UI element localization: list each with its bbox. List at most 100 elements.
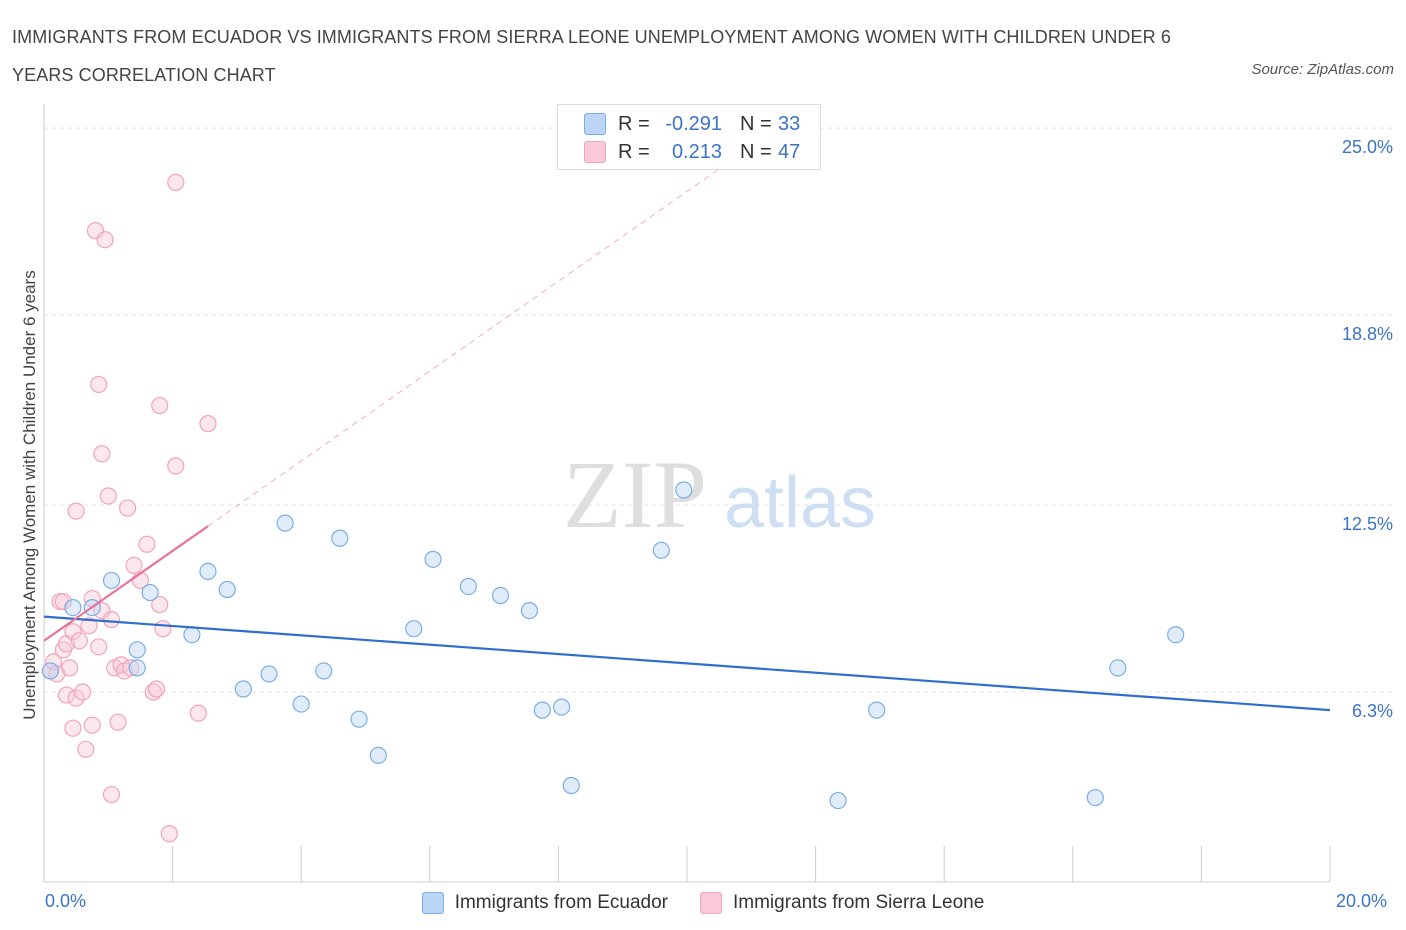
sierra-leone-point [67, 502, 85, 520]
ecuador-point [533, 701, 551, 719]
y-tick-label: 18.8% [1342, 324, 1393, 344]
ecuador-legend-swatch [421, 892, 444, 914]
ecuador-point [675, 481, 693, 499]
sierra-leone-point [147, 680, 166, 698]
sierra-leone-point [154, 620, 172, 638]
sierra-leone-point [138, 535, 156, 553]
legend-label-sierra-leone: Immigrants from Sierra Leone [732, 892, 985, 913]
sierra-leone-point [102, 785, 121, 804]
ecuador-point [128, 641, 146, 659]
y-tick-label: 6.3% [1352, 701, 1393, 721]
sierra-leone-point [189, 704, 207, 722]
r-label: R = [618, 140, 650, 163]
ecuador-point [520, 602, 539, 620]
x-tick-label-max: 20.0% [1336, 891, 1388, 911]
x-tick-label-min: 0.0% [45, 891, 87, 911]
ecuador-point [491, 586, 510, 605]
r-value: 0.213 [671, 140, 722, 163]
sierra-leone-point [151, 396, 169, 415]
ecuador-point [315, 662, 333, 680]
ecuador-point [292, 695, 310, 713]
sierra-leone-point [144, 683, 162, 701]
r-label: R = [618, 112, 650, 135]
ecuador-trend-line [43, 615, 1331, 712]
sierra-leone-point [80, 617, 98, 635]
sierra-leone-point [54, 592, 72, 611]
ecuador-point [350, 710, 368, 728]
sierra-leone-point [61, 659, 79, 677]
ecuador-point [459, 577, 477, 596]
sierra-leone-point [102, 611, 121, 629]
y-tick-labels: 6.3% 12.5% 18.8% 25.0% [1342, 137, 1393, 721]
ecuador-point [562, 776, 580, 795]
ecuador-point [553, 698, 571, 716]
sierra-leone-point [93, 445, 111, 463]
ecuador-point [1167, 626, 1185, 644]
ecuador-point [64, 598, 82, 617]
ecuador-point [652, 541, 670, 559]
sierra-leone-point [83, 716, 101, 734]
ecuador-point [128, 659, 146, 677]
legend-row-sierra-leone: R = 0.213 N = 47 [584, 137, 800, 167]
sierra-leone-point [167, 173, 185, 192]
sierra-leone-trend-line [43, 525, 209, 642]
source-label: Source: ZipAtlas.com [1251, 61, 1394, 78]
axes [43, 104, 1331, 883]
ecuador-point [369, 746, 387, 764]
ecuador-point [829, 791, 847, 810]
ecuador-swatch [584, 113, 606, 135]
stats-legend: R = -0.291 N = 33 R = 0.213 N = 47 [557, 104, 821, 170]
n-value: 47 [778, 140, 801, 163]
sierra-leone-point [90, 638, 108, 656]
sierra-leone-trend-extension [207, 142, 757, 527]
n-label: N = [740, 140, 772, 163]
sierra-leone-point [73, 683, 92, 701]
y-tick-label: 25.0% [1342, 137, 1393, 157]
sierra-leone-point [57, 686, 76, 704]
sierra-leone-point [167, 457, 185, 475]
trend-lines [43, 142, 1331, 712]
sierra-leone-point [151, 595, 169, 614]
ecuador-point [234, 680, 252, 698]
sierra-leone-point [96, 231, 114, 249]
n-label: N = [740, 112, 772, 135]
watermark-atlas: atlas [724, 463, 876, 543]
ecuador-point [424, 550, 442, 568]
ecuador-point [1086, 788, 1104, 807]
ecuador-point [183, 626, 201, 644]
legend-label-ecuador: Immigrants from Ecuador [454, 892, 668, 913]
r-value: -0.291 [665, 112, 722, 135]
sierra-leone-point [199, 415, 217, 433]
sierra-leone-point [125, 556, 143, 574]
y-tick-label: 12.5% [1342, 514, 1393, 534]
sierra-leone-point [64, 623, 82, 641]
sierra-leone-point [118, 499, 137, 517]
chart-title: IMMIGRANTS FROM ECUADOR VS IMMIGRANTS FR… [12, 27, 1171, 85]
sierra-leone-point [90, 375, 108, 394]
sierra-leone-point [99, 487, 117, 505]
grid-lines [44, 127, 1395, 693]
sierra-leone-legend-swatch [699, 892, 722, 914]
ecuador-point [260, 665, 278, 683]
series-legend: Immigrants from Ecuador Immigrants from … [0, 888, 1406, 918]
sierra-leone-point [67, 689, 85, 707]
ecuador-point [331, 529, 349, 547]
sierra-leone-point [70, 632, 88, 650]
n-value: 33 [778, 112, 801, 135]
sierra-leone-swatch [584, 141, 606, 163]
ecuador-point [199, 562, 217, 581]
ecuador-points [41, 481, 1185, 810]
legend-row-ecuador: R = -0.291 N = 33 [584, 109, 800, 139]
sierra-leone-point [77, 740, 95, 758]
ecuador-point [405, 620, 423, 638]
watermark-zip: ZIP [563, 441, 707, 548]
ecuador-point [276, 514, 294, 532]
sierra-leone-point [122, 659, 140, 677]
ecuador-point [141, 583, 159, 602]
legend-item-ecuador: Immigrants from Ecuador [421, 892, 668, 914]
sierra-leone-point [64, 719, 82, 737]
ecuador-point [1109, 659, 1127, 677]
ecuador-point [102, 571, 121, 590]
sierra-leone-point [160, 825, 178, 843]
